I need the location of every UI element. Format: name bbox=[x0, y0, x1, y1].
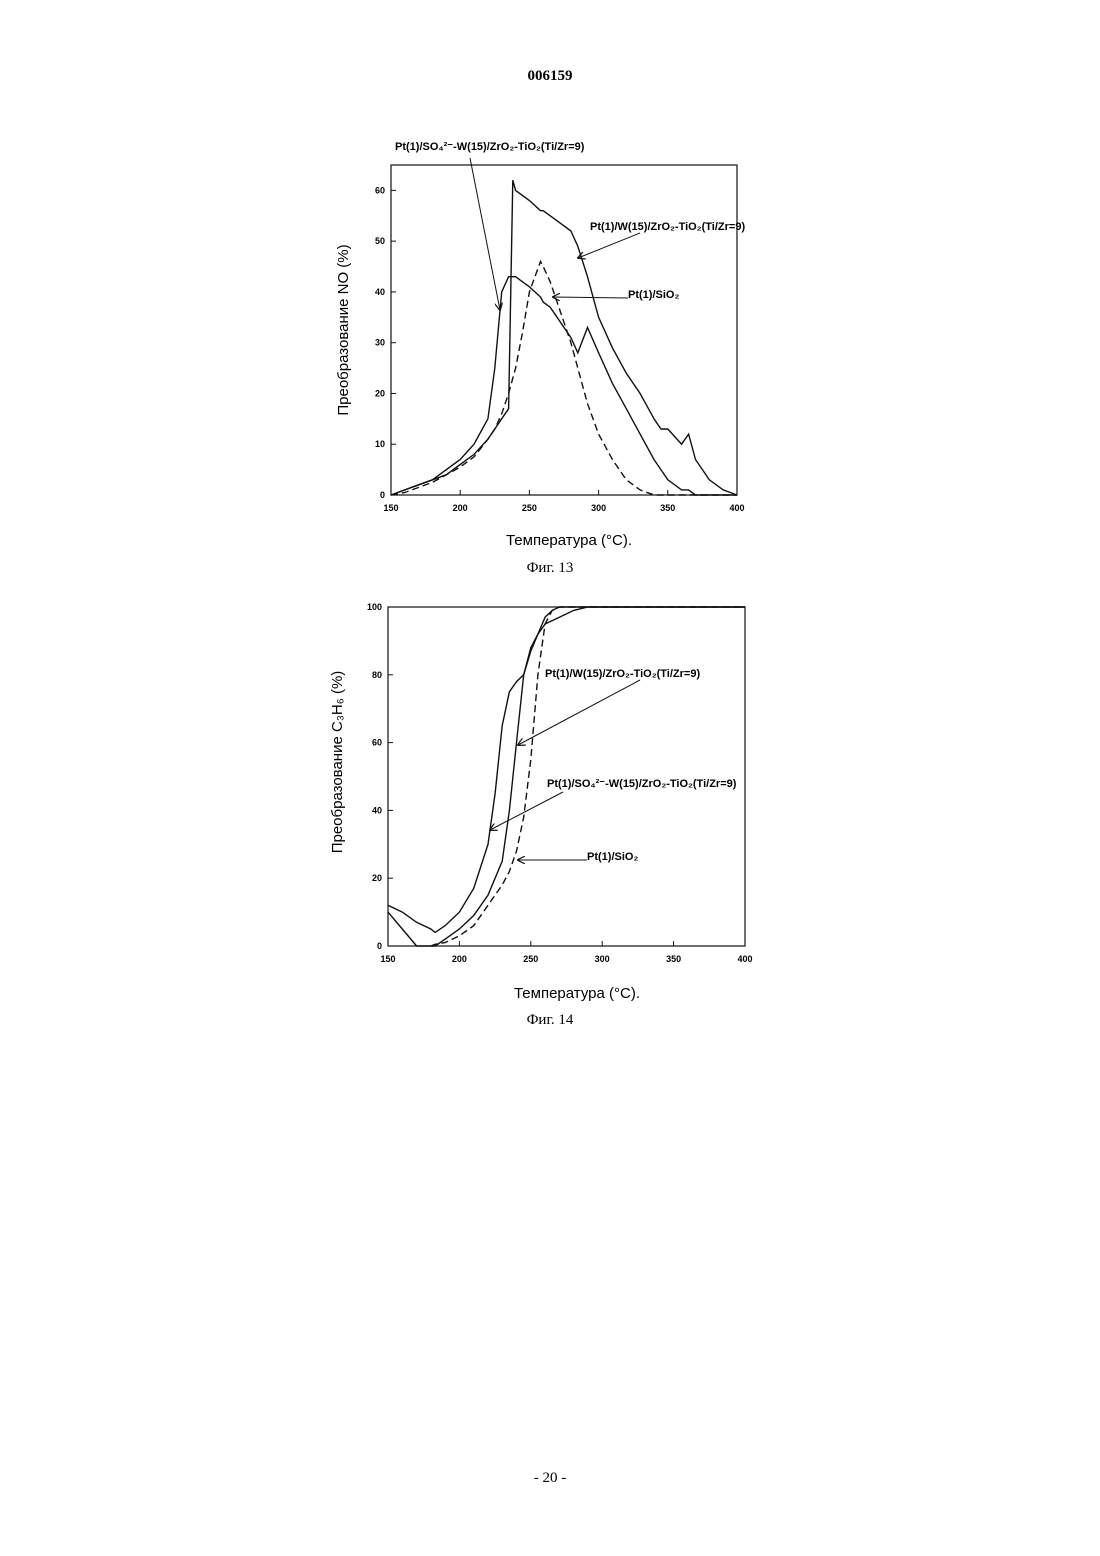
series-line bbox=[391, 277, 737, 495]
y-tick-label: 40 bbox=[375, 287, 385, 297]
series-label: Pt(1)/W(15)/ZrO₂-TiO₂(Ti/Zr=9) bbox=[590, 221, 745, 233]
y-tick-label: 40 bbox=[372, 805, 382, 815]
x-axis-label: Температура (°C). bbox=[506, 532, 632, 549]
figure-caption: Фиг. 13 bbox=[527, 560, 574, 576]
series-line bbox=[391, 262, 737, 496]
page-number: - 20 - bbox=[534, 1470, 567, 1486]
patent-number: 006159 bbox=[528, 68, 573, 84]
y-tick-label: 60 bbox=[375, 185, 385, 195]
page-body: 006159 - 20 - 01020304050601502002503003… bbox=[0, 0, 1100, 1556]
x-tick-label: 300 bbox=[595, 954, 610, 964]
x-tick-label: 150 bbox=[380, 954, 395, 964]
x-tick-label: 400 bbox=[737, 954, 752, 964]
y-axis-label: Преобразование C₃H₆ (%) bbox=[329, 671, 346, 854]
series-label: Pt(1)/SO₄²⁻-W(15)/ZrO₂-TiO₂(Ti/Zr=9) bbox=[547, 778, 737, 790]
figure-caption: Фиг. 14 bbox=[527, 1012, 574, 1028]
x-tick-label: 200 bbox=[452, 954, 467, 964]
label-arrow bbox=[578, 233, 640, 258]
x-tick-label: 350 bbox=[660, 503, 675, 513]
y-tick-label: 0 bbox=[380, 490, 385, 500]
x-tick-label: 200 bbox=[453, 503, 468, 513]
y-tick-label: 10 bbox=[375, 439, 385, 449]
y-tick-label: 30 bbox=[375, 338, 385, 348]
y-tick-label: 60 bbox=[372, 738, 382, 748]
x-tick-label: 250 bbox=[522, 503, 537, 513]
series-line bbox=[388, 607, 745, 946]
x-tick-label: 350 bbox=[666, 954, 681, 964]
series-line bbox=[431, 607, 745, 946]
x-tick-label: 150 bbox=[383, 503, 398, 513]
y-tick-label: 20 bbox=[375, 388, 385, 398]
y-tick-label: 80 bbox=[372, 670, 382, 680]
label-arrow bbox=[553, 297, 628, 298]
document: 006159 - 20 - 01020304050601502002503003… bbox=[0, 0, 1100, 1556]
y-tick-label: 20 bbox=[372, 873, 382, 883]
series-label: Pt(1)/SO₄²⁻-W(15)/ZrO₂-TiO₂(Ti/Zr=9) bbox=[395, 141, 585, 153]
x-tick-label: 300 bbox=[591, 503, 606, 513]
x-axis-label: Температура (°C). bbox=[514, 985, 640, 1002]
y-tick-label: 0 bbox=[377, 941, 382, 951]
y-tick-label: 100 bbox=[367, 602, 382, 612]
plot-frame bbox=[391, 165, 737, 495]
x-tick-label: 400 bbox=[729, 503, 744, 513]
page: 006159 {"header": "006159", "chart_data"… bbox=[0, 0, 1100, 1556]
y-tick-label: 50 bbox=[375, 236, 385, 246]
x-tick-label: 250 bbox=[523, 954, 538, 964]
series-label: Pt(1)/W(15)/ZrO₂-TiO₂(Ti/Zr=9) bbox=[545, 668, 700, 680]
series-line bbox=[388, 607, 745, 932]
plot-frame bbox=[388, 607, 745, 946]
series-label: Pt(1)/SiO₂ bbox=[587, 851, 638, 863]
series-label: Pt(1)/SiO₂ bbox=[628, 289, 679, 301]
label-arrow bbox=[470, 158, 500, 310]
y-axis-label: Преобразование NO (%) bbox=[335, 244, 352, 415]
